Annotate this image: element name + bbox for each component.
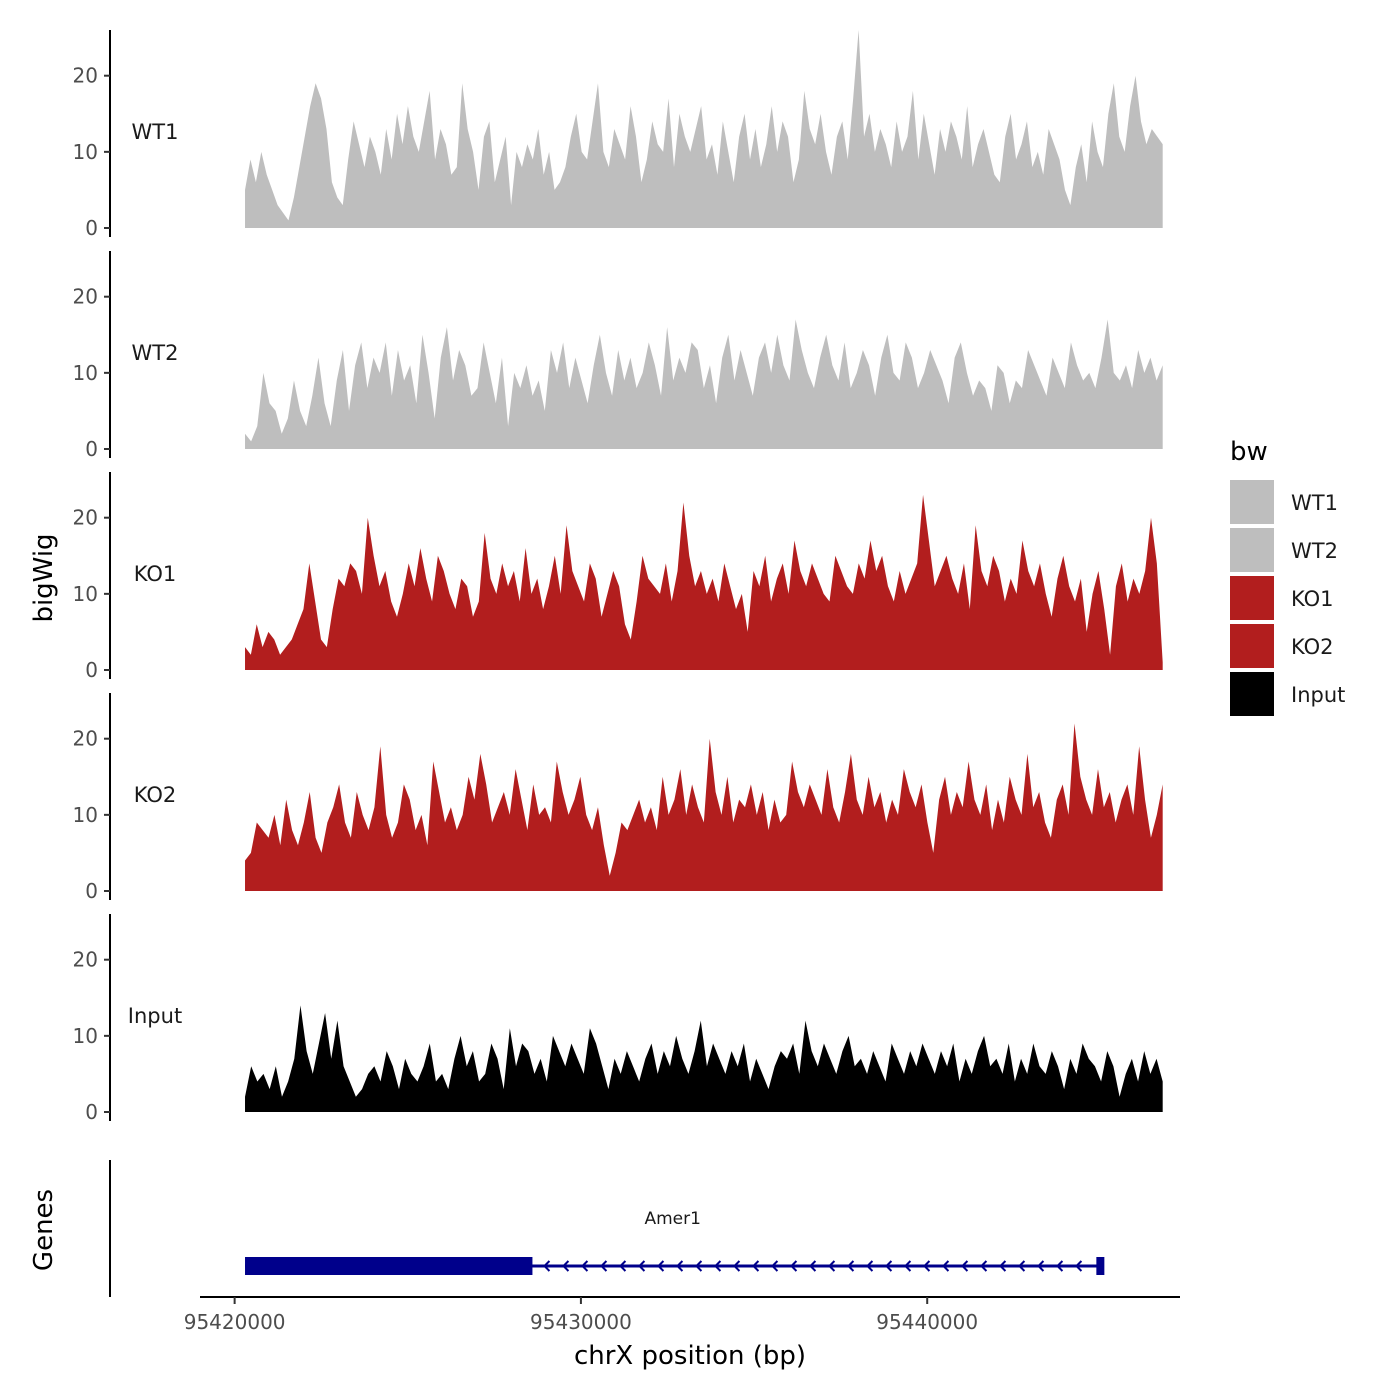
strand-chevron-icon	[695, 1260, 703, 1272]
y-tick-label: 0	[85, 437, 98, 461]
strand-chevron-icon	[771, 1260, 779, 1272]
track-panel-wt2: 0 10 20 WT2	[73, 251, 1163, 461]
track-panels: 0 10 20 WT1 0 10 20 WT2 0 10 20 KO1 0 10 20 KO2 0 10 20 Inp…	[73, 30, 1163, 1124]
strand-chevron-icon	[999, 1260, 1007, 1272]
y-tick-label: 0	[85, 658, 98, 682]
coverage-area-input	[245, 1005, 1163, 1112]
gene-exon-block	[245, 1257, 533, 1275]
strand-chevron-icon	[657, 1260, 665, 1272]
x-axis-title: chrX position (bp)	[574, 1341, 806, 1371]
track-label-ko1: KO1	[134, 562, 177, 586]
track-label-wt2: WT2	[132, 341, 179, 365]
strand-chevron-icon	[885, 1260, 893, 1272]
y-tick-label: 20	[73, 285, 98, 309]
gene-label: Amer1	[644, 1209, 700, 1229]
y-tick-label: 20	[73, 506, 98, 530]
y-tick-label: 10	[73, 582, 98, 606]
legend-swatch-wt2	[1230, 528, 1274, 572]
y-tick-label: 20	[73, 727, 98, 751]
track-panel-wt1: 0 10 20 WT1	[73, 30, 1163, 240]
y-tick-label: 0	[85, 1100, 98, 1124]
legend-label-ko1: KO1	[1291, 587, 1334, 611]
legend-label-wt1: WT1	[1291, 491, 1338, 515]
strand-chevron-icon	[1075, 1260, 1083, 1272]
y-tick-label: 10	[73, 361, 98, 385]
legend-swatch-input	[1230, 672, 1274, 716]
x-tick-label: 95420000	[184, 1310, 286, 1334]
strand-chevron-icon	[980, 1260, 988, 1272]
x-axis: 95420000 95430000 95440000	[184, 1296, 1180, 1334]
legend-swatch-ko1	[1230, 576, 1274, 620]
y-tick-label: 10	[73, 803, 98, 827]
track-panel-ko1: 0 10 20 KO1	[73, 472, 1163, 682]
coverage-area-wt2	[245, 319, 1163, 449]
y-tick-label: 10	[73, 1024, 98, 1048]
strand-chevron-icon	[581, 1260, 589, 1272]
track-panel-input: 0 10 20 Input	[73, 914, 1163, 1124]
strand-chevron-icon	[600, 1260, 608, 1272]
legend-label-input: Input	[1291, 683, 1345, 707]
strand-chevron-icon	[942, 1260, 950, 1272]
y-tick-label: 10	[73, 140, 98, 164]
x-tick-label: 95440000	[876, 1310, 978, 1334]
strand-chevron-icon	[638, 1260, 646, 1272]
strand-chevron-icon	[809, 1260, 817, 1272]
coverage-area-wt1	[245, 30, 1163, 228]
strand-chevron-icon	[1018, 1260, 1026, 1272]
strand-chevron-icon	[828, 1260, 836, 1272]
strand-chevron-icon	[1056, 1260, 1064, 1272]
gene-panel: Amer1	[109, 1160, 1105, 1297]
y-tick-label: 20	[73, 64, 98, 88]
strand-chevron-icon	[752, 1260, 760, 1272]
y-tick-label: 0	[85, 216, 98, 240]
legend-label-wt2: WT2	[1291, 539, 1338, 563]
y-tick-label: 0	[85, 879, 98, 903]
strand-chevron-icon	[1037, 1260, 1045, 1272]
strand-chevron-icon	[866, 1260, 874, 1272]
y-tick-label: 20	[73, 948, 98, 972]
track-panel-ko2: 0 10 20 KO2	[73, 693, 1163, 903]
strand-chevron-icon	[619, 1260, 627, 1272]
gene-model-amer1: Amer1	[245, 1209, 1105, 1275]
strand-chevron-icon	[923, 1260, 931, 1272]
strand-chevron-icon	[733, 1260, 741, 1272]
track-label-input: Input	[128, 1004, 182, 1028]
coverage-area-ko2	[245, 723, 1163, 891]
legend-title: bw	[1230, 437, 1268, 467]
y-axis-title: bigWig	[29, 533, 59, 622]
strand-chevron-icon	[543, 1260, 551, 1272]
strand-chevron-icon	[562, 1260, 570, 1272]
strand-chevron-icon	[676, 1260, 684, 1272]
strand-chevron-icon	[847, 1260, 855, 1272]
track-label-ko2: KO2	[134, 783, 177, 807]
coverage-area-ko1	[245, 494, 1163, 670]
strand-chevron-icon	[904, 1260, 912, 1272]
strand-chevron-icon	[790, 1260, 798, 1272]
track-label-wt1: WT1	[132, 120, 179, 144]
legend-swatch-wt1	[1230, 480, 1274, 524]
legend-label-ko2: KO2	[1291, 635, 1334, 659]
x-tick-label: 95430000	[530, 1310, 632, 1334]
legend: bw WT1 WT2 KO1 KO2 Input	[1230, 437, 1345, 716]
gene-exon-block	[1096, 1257, 1105, 1275]
legend-swatch-ko2	[1230, 624, 1274, 668]
gene-panel-title: Genes	[29, 1189, 59, 1271]
strand-chevron-icon	[714, 1260, 722, 1272]
strand-chevron-icon	[961, 1260, 969, 1272]
